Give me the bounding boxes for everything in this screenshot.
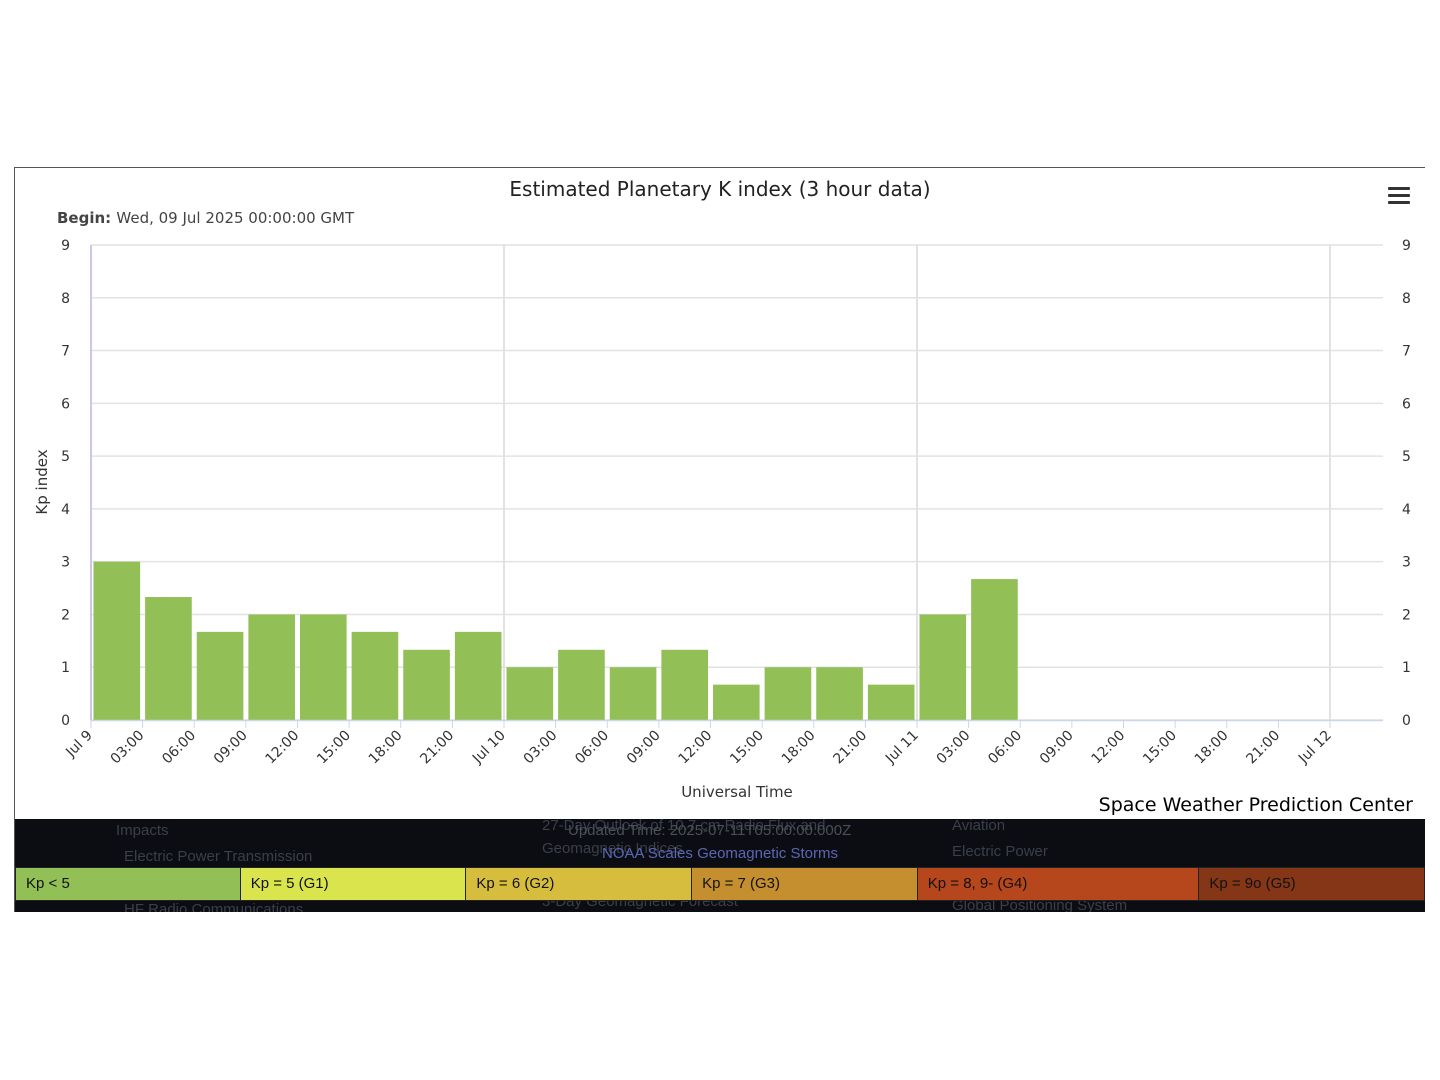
x-tick-label: 06:00 <box>985 728 1025 768</box>
outlook-link[interactable]: 27-Day Outlook of 10.7 cm Radio Flux and <box>542 819 826 834</box>
impact-hf-radio[interactable]: HF Radio Communications <box>124 901 304 912</box>
y-tick-label-left: 9 <box>61 238 70 254</box>
y-tick-label-right: 2 <box>1402 607 1411 623</box>
impact-electric-power-transmission[interactable]: Electric Power Transmission <box>124 848 313 865</box>
kp-bar <box>609 667 657 720</box>
x-tick-label: 09:00 <box>624 728 664 768</box>
y-tick-label-right: 6 <box>1402 396 1411 412</box>
x-tick-label: 15:00 <box>727 728 767 768</box>
y-tick-label-left: 4 <box>61 502 70 518</box>
y-tick-label-right: 8 <box>1402 291 1411 307</box>
y-tick-label-left: 6 <box>61 396 70 412</box>
chart-panel <box>14 167 1425 912</box>
kp-bar <box>300 614 347 720</box>
chart-subtitle: Begin: Wed, 09 Jul 2025 00:00:00 GMT <box>57 209 355 227</box>
scale-cell: Kp = 5 (G1) <box>240 867 467 901</box>
noaa-scales-title: NOAA Scales Geomagnetic Storms <box>602 845 838 862</box>
y-tick-label-right: 3 <box>1402 555 1411 571</box>
subtitle-begin-label: Begin: <box>57 209 116 227</box>
x-tick-label: 03:00 <box>108 728 148 768</box>
x-tick-label: 09:00 <box>211 728 251 768</box>
x-tick-label: Jul 11 <box>882 728 922 768</box>
y-tick-label-left: 2 <box>61 607 70 623</box>
x-tick-label: 12:00 <box>262 728 302 768</box>
geomagnetic-indices-link[interactable]: Geomagnetic Indices <box>542 840 683 857</box>
chart-menu-icon[interactable] <box>1388 187 1410 207</box>
y-tick-label-left: 3 <box>61 555 70 571</box>
x-tick-label: 09:00 <box>1037 728 1077 768</box>
impacts-heading: Impacts <box>116 822 169 839</box>
x-tick-label: Jul 10 <box>469 728 509 768</box>
x-tick-label: Jul 9 <box>62 728 95 761</box>
y-tick-label-right: 0 <box>1402 713 1411 729</box>
kp-bar <box>196 631 244 720</box>
kp-bar <box>661 649 708 720</box>
kp-bar <box>351 631 399 720</box>
kp-bar <box>971 579 1018 720</box>
y-tick-label-left: 1 <box>61 660 70 676</box>
x-tick-label: 03:00 <box>521 728 561 768</box>
kp-bar <box>558 649 605 720</box>
x-tick-label: 15:00 <box>1140 728 1180 768</box>
x-tick-label: 06:00 <box>159 728 199 768</box>
kp-bar <box>764 667 812 720</box>
x-tick-label: 03:00 <box>934 728 974 768</box>
x-tick-label: 06:00 <box>572 728 612 768</box>
x-tick-label: 18:00 <box>1192 728 1232 768</box>
y-axis-title: Kp index <box>33 449 51 514</box>
subtitle-begin-value: Wed, 09 Jul 2025 00:00:00 GMT <box>116 209 355 227</box>
x-tick-label: 15:00 <box>314 728 354 768</box>
x-tick-label: 12:00 <box>675 728 715 768</box>
y-tick-label-right: 7 <box>1402 344 1411 360</box>
y-tick-label-right: 4 <box>1402 502 1411 518</box>
noaa-scale-legend: Kp < 5 Kp = 5 (G1) Kp = 6 (G2) Kp = 7 (G3) K… <box>15 867 1426 901</box>
y-tick-label-left: 7 <box>61 344 70 360</box>
y-tick-label-left: 8 <box>61 291 70 307</box>
kp-bar <box>248 614 295 720</box>
x-tick-label: 18:00 <box>366 728 406 768</box>
y-tick-label-left: 5 <box>61 449 70 465</box>
kp-chart: 0 0 1 1 2 2 3 3 4 4 5 5 6 6 7 7 8 8 9 9 Jul 9 03:00 06:00 09:00… <box>33 177 1411 801</box>
kp-bar <box>506 667 554 720</box>
impact-electric-power[interactable]: Electric Power <box>952 843 1048 860</box>
impact-aviation[interactable]: Aviation <box>952 819 1006 834</box>
y-tick-label-right: 9 <box>1402 238 1411 254</box>
scale-cell: Kp < 5 <box>15 867 241 901</box>
x-axis-title: Universal Time <box>681 783 793 801</box>
y-tick-label-left: 0 <box>61 713 70 729</box>
scale-cell: Kp = 9o (G5) <box>1199 867 1426 901</box>
credit-label: Space Weather Prediction Center <box>1098 794 1413 816</box>
updated-time: Updated Time: 2025-07-11T05:00:00.000Z <box>568 822 852 839</box>
scale-cell: Kp = 8, 9- (G4) <box>917 867 1200 901</box>
kp-bar <box>93 561 141 720</box>
kp-bar <box>713 684 760 720</box>
kp-bar <box>919 614 967 720</box>
x-tick-label: 12:00 <box>1088 728 1128 768</box>
x-tick-label: 21:00 <box>417 728 457 768</box>
x-tick-label: Jul 12 <box>1295 728 1335 768</box>
kp-bar <box>816 667 863 720</box>
kp-bar <box>403 649 450 720</box>
scale-cell: Kp = 6 (G2) <box>466 867 693 901</box>
x-tick-label: 21:00 <box>830 728 870 768</box>
x-tick-label: 21:00 <box>1243 728 1283 768</box>
kp-bar <box>145 597 192 720</box>
kp-bar <box>867 684 915 720</box>
y-tick-label-right: 1 <box>1402 660 1411 676</box>
scale-cell: Kp = 7 (G3) <box>692 867 918 901</box>
x-tick-label: 18:00 <box>779 728 819 768</box>
kp-bar <box>454 631 502 720</box>
y-tick-label-right: 5 <box>1402 449 1411 465</box>
chart-title: Estimated Planetary K index (3 hour data… <box>509 177 930 201</box>
